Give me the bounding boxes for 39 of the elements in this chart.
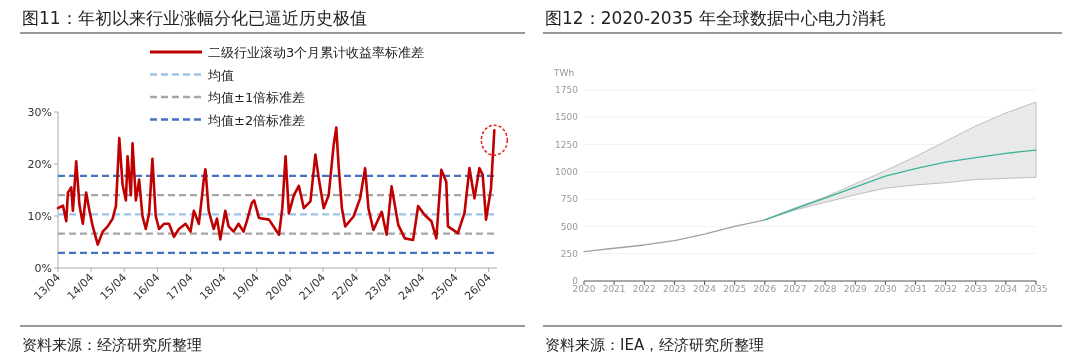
y-tick-label: 750 <box>560 194 579 205</box>
y-tick-label: 250 <box>560 248 579 259</box>
y-tick-label: 1750 <box>555 85 579 96</box>
y-tick-label: 1500 <box>555 112 579 123</box>
x-tick-label: 2022 <box>632 284 656 294</box>
y-axis-title: TWh <box>553 68 575 78</box>
x-tick-label: 2026 <box>753 284 777 294</box>
legend-label: 均值 <box>207 67 234 83</box>
y-tick-label: 20% <box>27 157 52 171</box>
legend-label: 均值±2倍标准差 <box>207 112 306 128</box>
x-tick-label: 2023 <box>662 284 686 294</box>
x-tick-label: 2035 <box>1024 284 1048 294</box>
x-tick-label: 2020 <box>572 284 596 294</box>
y-tick-label: 30% <box>27 105 52 119</box>
chart-title: 图11：年初以来行业涨幅分化已逼近历史极值 <box>22 8 367 28</box>
x-tick-label: 2031 <box>904 284 927 294</box>
line-series <box>583 219 766 253</box>
line-series <box>764 149 1037 221</box>
text: 资料来源：IEA，经济研究所整理 <box>545 336 765 354</box>
x-tick-label: 2032 <box>934 284 958 294</box>
y-tick-label: 1000 <box>555 167 579 178</box>
x-tick-label: 2029 <box>843 284 867 294</box>
y-tick-label: 0% <box>34 261 52 275</box>
y-tick-label: 500 <box>560 221 579 232</box>
x-tick-label: 2028 <box>813 284 837 294</box>
x-tick-label: 2034 <box>994 284 1018 294</box>
x-tick-label: 2027 <box>783 284 807 294</box>
legend-label: 二级行业滚动3个月累计收益率标准差 <box>208 45 425 60</box>
x-tick-label: 2021 <box>602 284 626 294</box>
y-tick-label: 0 <box>572 276 579 287</box>
chart-title: 图12：2020-2035 年全球数据中心电力消耗 <box>545 8 886 28</box>
x-tick-label: 2024 <box>693 284 717 294</box>
text: 资料来源：经济研究所整理 <box>22 336 202 354</box>
x-tick-label: 2030 <box>873 284 898 294</box>
legend-label: 均值±1倍标准差 <box>207 90 306 105</box>
x-tick-label: 2025 <box>723 284 747 294</box>
y-tick-label: 1250 <box>555 139 579 150</box>
x-tick-label: 2033 <box>964 284 988 294</box>
y-tick-label: 10% <box>27 209 52 223</box>
